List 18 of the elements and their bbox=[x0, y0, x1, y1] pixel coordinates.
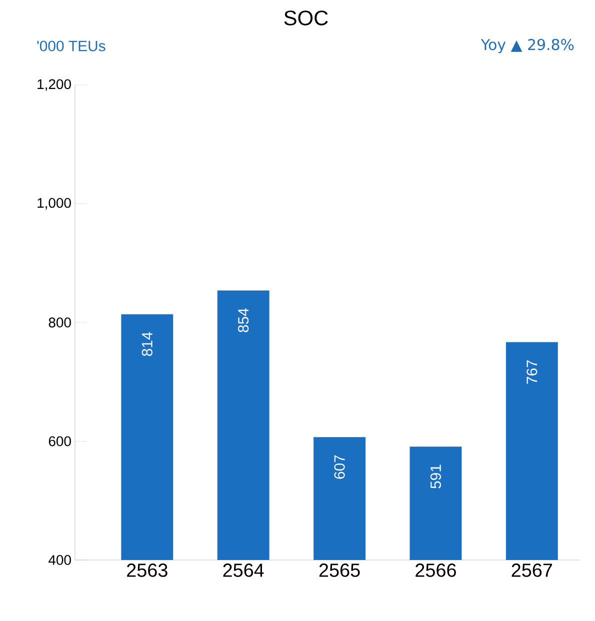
data-label: 814 bbox=[142, 332, 152, 356]
y-tick-label: 600 bbox=[48, 436, 71, 446]
y-tick-label: 800 bbox=[48, 318, 71, 328]
x-tick-label: 2566 bbox=[416, 564, 456, 577]
chart-title: SOC bbox=[284, 10, 328, 26]
y-tick-label: 400 bbox=[48, 555, 71, 565]
text: Yoy ▲ 29.8% bbox=[480, 38, 574, 54]
y-tick-label: 1,000 bbox=[38, 198, 71, 210]
y-axis-title: '000 TEUs bbox=[37, 40, 106, 52]
data-label: 607 bbox=[334, 455, 345, 479]
data-label: 767 bbox=[526, 360, 538, 384]
data-label: 591 bbox=[430, 464, 442, 488]
y-tick-label: 1,200 bbox=[38, 79, 71, 91]
x-tick-label: 2567 bbox=[512, 564, 552, 577]
x-tick-label: 2565 bbox=[319, 564, 360, 577]
x-tick-label: 2563 bbox=[127, 564, 168, 577]
x-tick-label: 2564 bbox=[223, 564, 264, 577]
data-label: 854 bbox=[238, 308, 249, 332]
